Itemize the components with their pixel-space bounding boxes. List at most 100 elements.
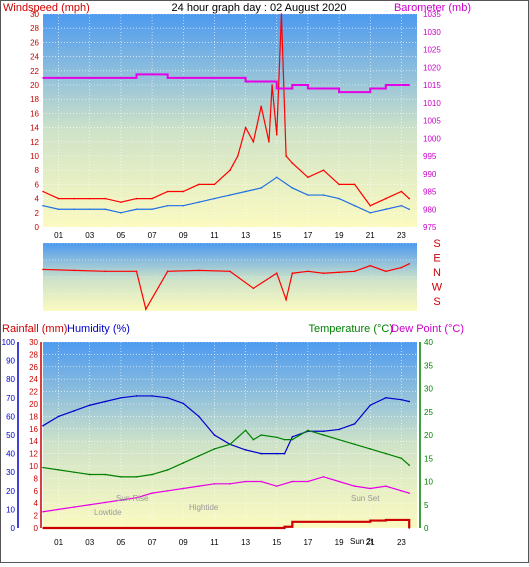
- wind-x-tick-label: 09: [179, 231, 188, 240]
- data-point: [73, 77, 75, 79]
- data-point: [291, 187, 294, 189]
- data-point: [307, 87, 309, 90]
- data-point: [322, 87, 325, 90]
- rainfall-axis-title: Rainfall (mm): [2, 323, 67, 335]
- rainfall-tick-label: 10: [29, 462, 38, 471]
- data-point: [291, 480, 294, 483]
- barometer-tick-label: 975: [423, 223, 437, 232]
- data-point: [57, 197, 60, 200]
- data-point: [151, 473, 153, 476]
- data-point: [385, 197, 387, 200]
- data-point: [408, 197, 411, 200]
- data-point: [385, 84, 387, 86]
- data-point: [213, 77, 216, 79]
- data-point: [244, 480, 247, 483]
- data-point: [322, 272, 325, 275]
- data-point: [135, 395, 138, 397]
- data-point: [135, 476, 138, 478]
- data-point: [166, 270, 169, 273]
- humidity-tick-label: 40: [6, 450, 15, 459]
- rainfall-tick-label: 12: [29, 450, 38, 459]
- data-point: [57, 77, 60, 79]
- data-point: [104, 400, 107, 403]
- wind-x-tick-label: 17: [303, 231, 312, 240]
- data-point: [73, 506, 75, 508]
- barometer-tick-label: 990: [423, 170, 437, 179]
- data-point: [244, 449, 247, 451]
- data-point: [229, 527, 231, 529]
- data-point: [88, 503, 91, 506]
- wind-x-tick-label: 07: [148, 231, 157, 240]
- wind-x-tick-label: 21: [366, 231, 375, 240]
- data-point: [236, 155, 239, 157]
- humidity-y-ticks: 0 10 20 30 40 50 60 70 80 90 100: [2, 338, 16, 533]
- data-point: [322, 521, 325, 523]
- data-point: [408, 262, 411, 265]
- wind-tick-label: 28: [30, 24, 39, 33]
- data-point: [291, 272, 294, 275]
- data-point: [57, 208, 60, 211]
- barometer-tick-label: 1020: [423, 63, 441, 72]
- wind-x-tick-label: 15: [272, 231, 281, 240]
- data-point: [369, 87, 372, 90]
- temp-x-tick-label: 17: [303, 538, 312, 547]
- annotation-label: Sun Rise: [116, 494, 149, 503]
- data-point: [57, 508, 60, 511]
- data-point: [166, 490, 169, 492]
- data-point: [73, 269, 75, 272]
- data-point: [400, 204, 403, 207]
- data-point: [275, 436, 278, 439]
- data-point: [182, 190, 185, 193]
- data-point: [166, 397, 169, 399]
- temperature-axis-title: Temperature (°C): [309, 323, 393, 335]
- data-point: [73, 410, 75, 412]
- data-point: [400, 266, 403, 269]
- data-point: [369, 264, 372, 267]
- data-point: [252, 287, 255, 290]
- data-point: [198, 455, 200, 457]
- data-point: [151, 208, 153, 211]
- data-point: [135, 496, 138, 499]
- data-point: [120, 201, 122, 203]
- data-point: [229, 194, 231, 196]
- rainfall-tick-label: 2: [34, 512, 39, 521]
- data-point: [400, 84, 403, 86]
- wind-x-ticks: 01 03 05 07 09 11 13 15 17 19 21 23: [54, 231, 406, 240]
- data-point: [88, 527, 91, 529]
- wind-tick-label: 22: [30, 67, 39, 76]
- wind-tick-label: 6: [35, 180, 40, 189]
- annotation-label: Lowtide: [94, 508, 122, 517]
- data-point: [104, 473, 107, 476]
- wind-x-tick-label: 03: [85, 231, 94, 240]
- temp-x-tick-label: 15: [272, 538, 281, 547]
- data-point: [104, 270, 107, 273]
- annotation-label: Hightide: [189, 503, 219, 512]
- rainfall-tick-label: 18: [29, 412, 38, 421]
- barometer-tick-label: 1015: [423, 81, 441, 90]
- data-point: [198, 485, 200, 487]
- rainfall-tick-label: 14: [29, 437, 38, 446]
- data-point: [236, 436, 239, 439]
- data-point: [260, 105, 262, 108]
- direction-label: S: [433, 296, 440, 308]
- humidity-tick-label: 90: [6, 357, 15, 366]
- data-point: [198, 269, 200, 272]
- wind-axis-title: Windspeed (mph): [3, 2, 90, 14]
- data-point: [166, 77, 169, 79]
- data-point: [151, 73, 153, 76]
- data-point: [260, 480, 262, 483]
- data-point: [213, 527, 216, 529]
- data-point: [182, 77, 185, 79]
- humidity-tick-label: 100: [2, 338, 16, 347]
- data-point: [353, 521, 356, 523]
- data-point: [213, 434, 216, 436]
- data-point: [275, 452, 278, 455]
- data-point: [120, 77, 122, 79]
- direction-label: W: [432, 282, 443, 294]
- data-point: [307, 429, 309, 432]
- data-point: [145, 308, 147, 310]
- rainfall-tick-label: 26: [29, 363, 38, 372]
- data-point: [275, 485, 278, 487]
- data-point: [385, 270, 387, 273]
